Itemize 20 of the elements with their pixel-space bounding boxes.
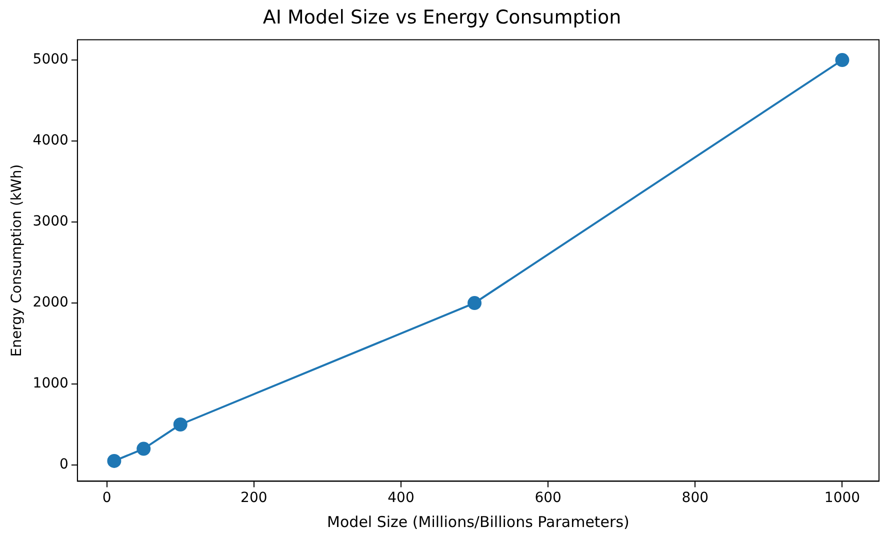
y-tick-label: 2000 [32,294,68,311]
point [173,418,188,432]
point [835,53,850,68]
x-tick-label: 1000 [824,490,860,506]
point [136,442,151,456]
y-tick-label: 1000 [32,376,68,392]
y-axis-title: Energy Consumption (kWh) [9,164,26,357]
point [107,454,122,468]
y-tick-label: 5000 [32,52,68,68]
x-tick-label: 800 [682,490,709,506]
y-tick-label: 0 [60,456,68,473]
y-tick-label: 3000 [32,214,68,230]
x-tick-label: 0 [102,490,112,506]
point [468,296,482,310]
x-tick-label: 600 [534,490,562,506]
x-tick-label: 400 [388,490,414,506]
chart-title: AI Model Size vs Energy Consumption [262,6,622,28]
y-tick-label: 4000 [32,132,68,149]
x-axis-title: Model Size (Millions/Billions Parameters) [327,512,630,531]
x-tick-label: 200 [240,490,268,506]
